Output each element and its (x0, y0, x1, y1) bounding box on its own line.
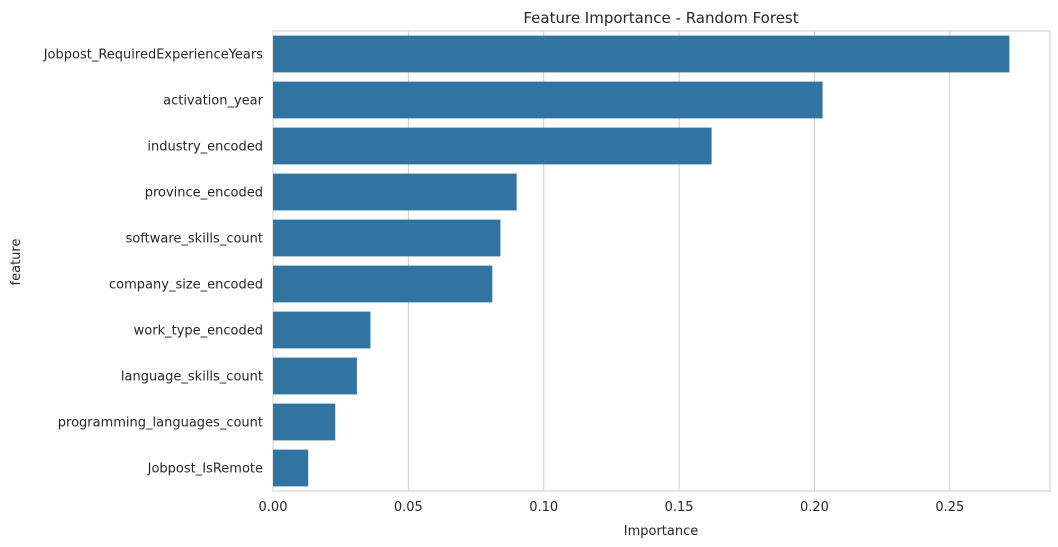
bar-Jobpost_IsRemote (273, 449, 309, 487)
bar-language_skills_count (273, 357, 357, 395)
bar-work_type_encoded (273, 311, 371, 349)
y-tick-label: software_skills_count (126, 232, 263, 247)
y-tick-label: company_size_encoded (109, 278, 263, 293)
x-tick-labels: 0.00 0.05 0.10 0.15 0.20 0.25 (259, 500, 965, 515)
y-tick-label: industry_encoded (147, 140, 263, 155)
x-axis-label: Importance (624, 524, 699, 539)
y-tick-label: province_encoded (145, 186, 263, 201)
y-tick-label: language_skills_count (121, 370, 263, 385)
bar-company_size_encoded (273, 265, 493, 303)
bar-software_skills_count (273, 219, 501, 257)
y-tick-label: programming_languages_count (58, 416, 263, 431)
bar-activation_year (273, 81, 823, 119)
x-tick-label: 0.15 (665, 500, 694, 515)
y-tick-label: Jobpost_RequiredExperienceYears (43, 48, 263, 63)
y-tick-labels: Jobpost_RequiredExperienceYears activatio… (43, 48, 264, 477)
y-axis-label: feature (9, 239, 24, 286)
bar-programming_languages_count (273, 403, 336, 441)
bar-industry_encoded (273, 127, 712, 165)
chart-title: Feature Importance - Random Forest (523, 9, 798, 27)
x-tick-label: 0.00 (259, 500, 288, 515)
x-tick-label: 0.20 (800, 500, 829, 515)
x-tick-label: 0.25 (935, 500, 964, 515)
bar-province_encoded (273, 173, 517, 211)
x-tick-label: 0.10 (529, 500, 558, 515)
x-tick-label: 0.05 (394, 500, 423, 515)
y-tick-label: work_type_encoded (134, 324, 263, 339)
y-tick-label: activation_year (163, 94, 264, 109)
bar-Jobpost_RequiredExperienceYears (273, 35, 1010, 73)
bars (273, 35, 1010, 487)
y-tick-label: Jobpost_IsRemote (147, 462, 263, 477)
